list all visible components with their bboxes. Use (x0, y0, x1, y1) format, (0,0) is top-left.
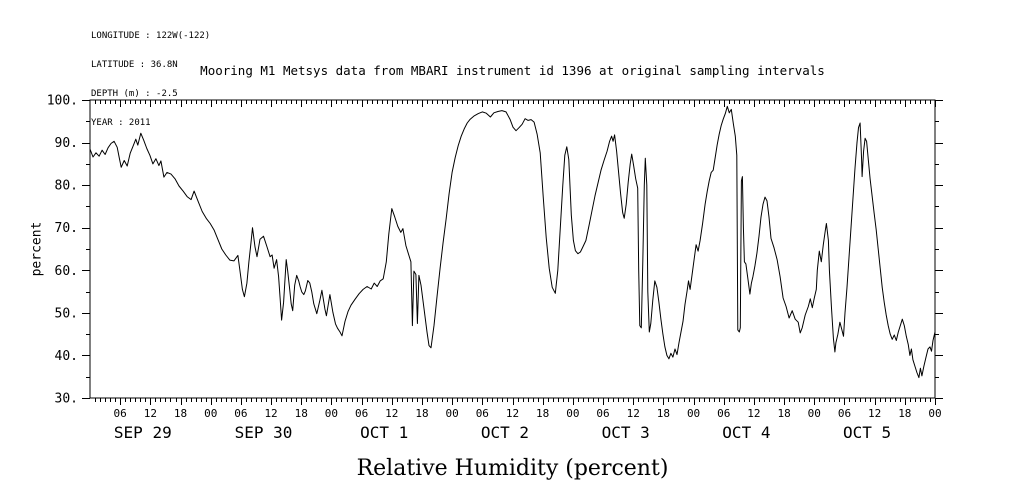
x-hour-tick-label: 00 (687, 407, 700, 420)
x-hour-tick-label: 18 (536, 407, 549, 420)
x-hour-tick-label: 12 (868, 407, 881, 420)
y-tick-label: 100. (47, 94, 78, 109)
y-tick-label: 70. (55, 221, 78, 236)
x-day-label: OCT 5 (843, 423, 891, 442)
x-hour-tick-label: 06 (476, 407, 489, 420)
plot-frame (89, 99, 936, 399)
x-hour-tick-label: 00 (325, 407, 338, 420)
x-hour-tick-label: 18 (657, 407, 670, 420)
x-hour-tick-label: 12 (385, 407, 398, 420)
x-day-label: OCT 4 (722, 423, 770, 442)
x-day-label: OCT 2 (481, 423, 529, 442)
y-tick-label: 90. (55, 136, 78, 151)
x-hour-tick-label: 12 (506, 407, 519, 420)
x-day-label: OCT 1 (360, 423, 408, 442)
metadata-depth: DEPTH (m) : -2.5 (91, 88, 178, 99)
x-hour-tick-label: 00 (928, 407, 941, 420)
metadata-longitude: LONGITUDE : 122W(-122) (91, 31, 211, 42)
x-hour-tick-label: 06 (114, 407, 127, 420)
metadata-block: LONGITUDE : 122W(-122) LATITUDE : 36.8N … (91, 13, 210, 147)
x-hour-tick-label: 06 (838, 407, 851, 420)
metadata-year: YEAR : 2011 (91, 117, 151, 128)
metadata-latitude: LATITUDE : 36.8N (91, 59, 178, 70)
x-hour-tick-label: 06 (596, 407, 609, 420)
x-day-label: OCT 3 (602, 423, 650, 442)
x-hour-tick-label: 12 (627, 407, 640, 420)
x-hour-tick-label: 18 (777, 407, 790, 420)
y-tick-label: 40. (55, 349, 78, 364)
x-day-label: SEP 29 (114, 423, 172, 442)
x-hour-tick-label: 12 (747, 407, 760, 420)
y-tick-label: 80. (55, 179, 78, 194)
x-hour-tick-label: 00 (566, 407, 579, 420)
y-tick-label: 30. (55, 392, 78, 407)
x-hour-tick-label: 00 (446, 407, 459, 420)
x-hour-tick-label: 00 (808, 407, 821, 420)
y-tick-label: 60. (55, 264, 78, 279)
y-tick-label: 50. (55, 306, 78, 321)
x-hour-tick-label: 12 (144, 407, 157, 420)
x-hour-tick-label: 06 (234, 407, 247, 420)
x-day-label: SEP 30 (235, 423, 293, 442)
humidity-series-line (89, 105, 936, 379)
chart-title: Mooring M1 Metsys data from MBARI instru… (200, 63, 825, 78)
x-hour-tick-label: 00 (204, 407, 217, 420)
x-hour-tick-label: 18 (898, 407, 911, 420)
x-hour-tick-label: 12 (264, 407, 277, 420)
x-hour-tick-label: 18 (415, 407, 428, 420)
x-hour-tick-label: 18 (295, 407, 308, 420)
x-hour-tick-label: 06 (717, 407, 730, 420)
x-hour-tick-label: 18 (174, 407, 187, 420)
x-hour-tick-label: 06 (355, 407, 368, 420)
figure-caption: Relative Humidity (percent) (356, 456, 669, 481)
